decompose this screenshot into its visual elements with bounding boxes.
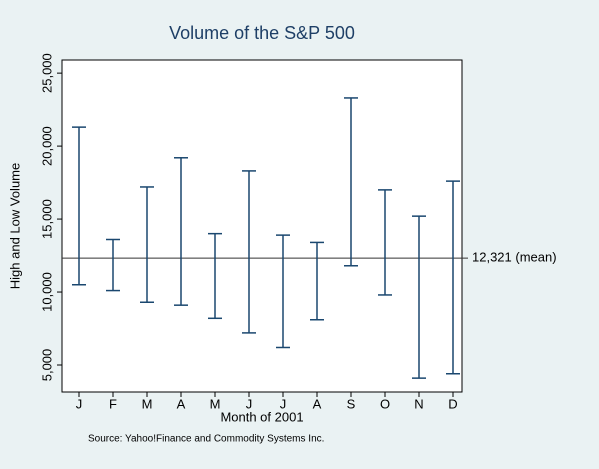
x-tick-label: J [76,396,83,411]
x-tick-label: J [246,396,253,411]
x-tick-label: A [177,396,186,411]
plot-area [61,59,463,393]
y-tick-label: 25,000 [39,53,54,93]
y-tick-label: 15,000 [39,199,54,239]
x-tick-label: N [414,396,423,411]
y-tick-label: 10,000 [39,272,54,312]
x-tick-label: A [313,396,322,411]
x-tick-label: O [380,396,390,411]
y-axis-title: High and Low Volume [7,163,22,289]
y-tick-label: 20,000 [39,126,54,166]
y-tick-label: 5,000 [39,349,54,382]
x-axis-title: Month of 2001 [220,409,303,424]
x-tick-label: M [142,396,153,411]
chart-title: Volume of the S&P 500 [169,23,355,43]
x-tick-label: F [109,396,117,411]
source-note: Source: Yahoo!Finance and Commodity Syst… [88,434,324,445]
x-tick-label: M [210,396,221,411]
x-tick-label: D [448,396,457,411]
mean-label: 12,321 (mean) [472,250,557,265]
x-tick-label: J [280,396,287,411]
x-tick-label: S [347,396,356,411]
